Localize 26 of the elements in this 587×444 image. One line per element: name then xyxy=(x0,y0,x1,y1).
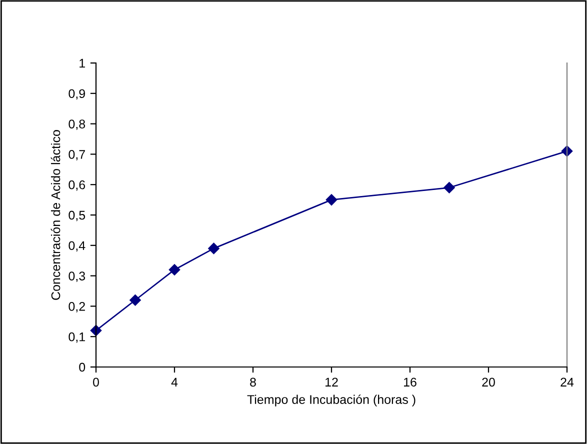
y-tick-label: 1 xyxy=(80,58,85,68)
y-tick-label: 0,3 xyxy=(68,272,86,282)
y-tick-label: 0,9 xyxy=(68,89,85,100)
point xyxy=(168,264,180,276)
x-tick-label: 4 xyxy=(171,378,178,386)
y-tick-label: 0,6 xyxy=(68,180,86,191)
y-tick-label: 0,2 xyxy=(68,302,85,312)
y-tick-label: 0,8 xyxy=(68,120,86,130)
y-tick-label: 0,7 xyxy=(68,150,85,160)
point xyxy=(444,182,455,194)
y-tick-label: 0,1 xyxy=(68,332,85,343)
x-tick-label: 16 xyxy=(404,378,416,387)
y-tick-label: 0 xyxy=(79,362,86,372)
y-tick-label: 0,5 xyxy=(68,210,86,222)
x-tick-label: 0 xyxy=(93,378,99,387)
point xyxy=(130,294,141,306)
y-tick-label: 0,4 xyxy=(68,241,86,252)
y-axis-title: Concentración de Acido láctico xyxy=(50,130,60,300)
x-tick-label: 8 xyxy=(250,378,256,387)
point xyxy=(561,146,573,157)
x-tick-label: 20 xyxy=(482,378,495,387)
x-axis-title: Tiempo de Incubación (horas ) xyxy=(247,394,416,406)
point xyxy=(326,194,338,206)
x-tick-label: 12 xyxy=(326,378,338,386)
x-tick-label: 24 xyxy=(560,378,574,386)
point xyxy=(208,242,220,254)
